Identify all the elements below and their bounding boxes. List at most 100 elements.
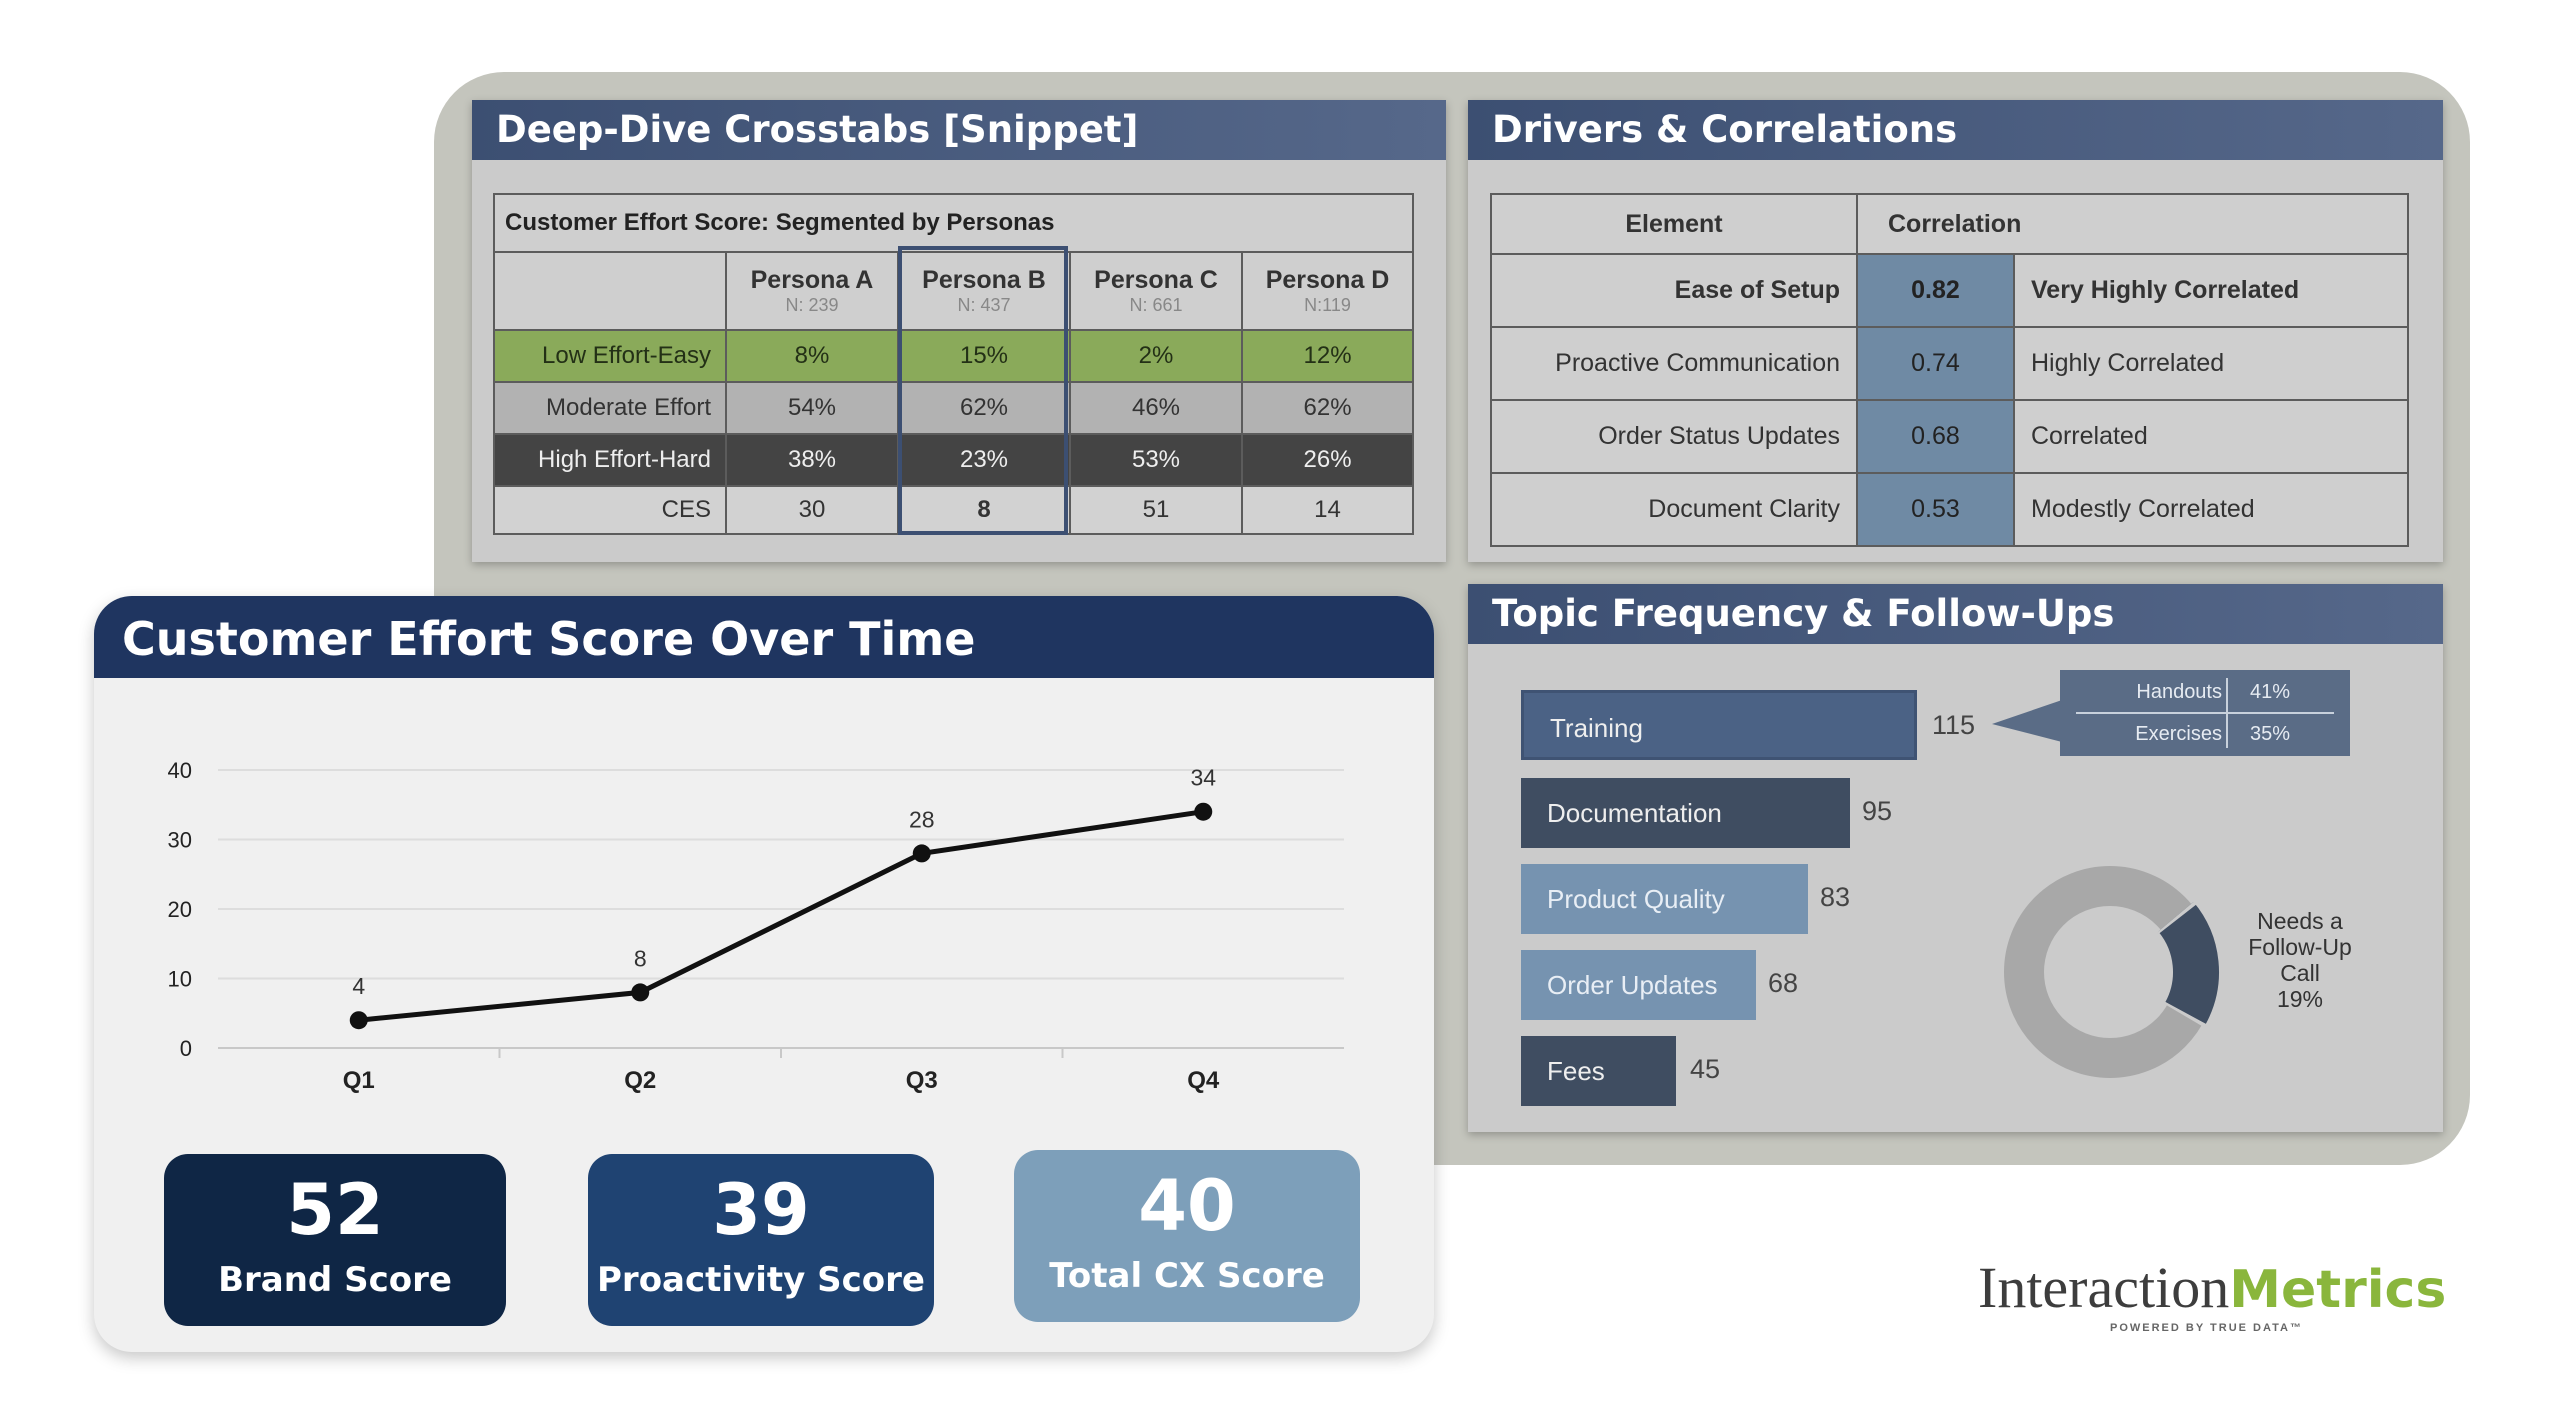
data-point [349, 1011, 368, 1030]
topic-bar-label: Documentation [1547, 798, 1722, 828]
callout-value: 35% [2250, 723, 2291, 745]
total-cx-score-tile: 40 Total CX Score [1014, 1150, 1360, 1322]
data-label: 8 [634, 945, 647, 971]
logo-part1: Interaction [1978, 1255, 2230, 1320]
donut-remainder [2004, 866, 2216, 1078]
correlation-label: Correlated [2012, 399, 2410, 474]
row-label: Moderate Effort [493, 381, 727, 435]
tile-label: Proactivity Score [597, 1260, 925, 1300]
element-name: Ease of Setup [1490, 253, 1858, 328]
callout-key: Handouts [2136, 681, 2222, 703]
column-header-correlation: Correlation [1855, 193, 2410, 255]
follow-up-donut [1999, 861, 2221, 1083]
topic-bar-label: Order Updates [1547, 970, 1718, 1000]
donut-percent: 19% [2276, 986, 2324, 1012]
persona-name: Persona B [922, 266, 1046, 294]
table-row: Order Status Updates 0.68 Correlated [1490, 399, 2410, 474]
persona-header: Persona D N:119 [1240, 251, 1415, 331]
series-line [358, 809, 1204, 1023]
brand-score-tile: 52 Brand Score [164, 1154, 506, 1326]
table-cell: 62% [1240, 381, 1415, 435]
x-tick-label: Q1 [343, 1067, 375, 1094]
table-cell: 54% [725, 381, 899, 435]
logo-tagline: POWERED BY TRUE DATA™ [2110, 1322, 2303, 1334]
topic-bar: Product Quality [1521, 864, 1808, 934]
tile-value: 40 [1138, 1165, 1236, 1247]
card-title: Customer Effort Score Over Time [94, 596, 1434, 678]
data-label: 34 [1190, 765, 1216, 791]
logo-wordmark: InteractionMetrics [1978, 1255, 2446, 1321]
table-cell: 23% [897, 433, 1071, 487]
persona-crosstab-table: Customer Effort Score: Segmented by Pers… [492, 193, 1415, 535]
y-tick-label: 10 [168, 967, 192, 992]
table-cell: 38% [725, 433, 899, 487]
y-tick-label: 20 [168, 897, 192, 922]
data-point [1194, 802, 1213, 821]
topic-bar-value: 115 [1932, 710, 1976, 740]
table-cell: 46% [1069, 381, 1243, 435]
persona-n: N:119 [1304, 295, 1351, 315]
correlation-table: Element Correlation Ease of Setup 0.82 V… [1490, 193, 2410, 547]
table-row: Document Clarity 0.53 Modestly Correlate… [1490, 472, 2410, 547]
persona-header: Persona C N: 661 [1069, 251, 1243, 331]
table-cell: 51 [1069, 485, 1243, 535]
table-cell: 62% [897, 381, 1071, 435]
topic-bar-label: Fees [1547, 1056, 1605, 1086]
training-breakdown-callout: Handouts 41% Exercises 35% [2060, 670, 2350, 756]
table-cell: 30 [725, 485, 899, 535]
topic-bar-label: Product Quality [1547, 884, 1725, 914]
persona-n: N: 661 [1129, 295, 1183, 315]
topic-bar: Fees [1521, 1036, 1676, 1106]
table-cell: 26% [1240, 433, 1415, 487]
x-tick-label: Q2 [624, 1067, 656, 1094]
table-cell: 14 [1240, 485, 1415, 535]
logo-part2: Metrics [2229, 1260, 2447, 1320]
y-tick-label: 30 [168, 828, 192, 853]
table-row: High Effort-Hard 38% 23% 53% 26% [493, 433, 1415, 487]
tile-value: 52 [286, 1169, 384, 1251]
data-point [912, 844, 931, 863]
drivers-header: Drivers & Correlations [1468, 100, 2443, 160]
persona-n: N: 239 [785, 295, 839, 315]
donut-label-line: Call [2280, 960, 2320, 986]
data-label: 4 [352, 973, 365, 999]
donut-label: Needs a Follow-Up Call 19% [2220, 908, 2380, 1012]
correlation-value: 0.82 [1856, 253, 2015, 328]
persona-name: Persona D [1265, 266, 1390, 294]
topic-bar-value: 68 [1768, 968, 1799, 998]
topic-bar-label: Training [1550, 713, 1643, 743]
persona-n: N: 437 [957, 295, 1011, 315]
correlation-value: 0.68 [1856, 399, 2015, 474]
correlation-label: Modestly Correlated [2012, 472, 2410, 547]
ces-line-chart: 0 10 20 30 40 Q1 Q2 Q3 Q4 4 8 28 34 [168, 758, 1344, 1094]
table-row: Ease of Setup 0.82 Very Highly Correlate… [1490, 253, 2410, 328]
x-tick-label: Q4 [1187, 1067, 1220, 1094]
topic-bar: Training [1521, 690, 1917, 760]
element-name: Proactive Communication [1490, 326, 1858, 401]
callout-key: Exercises [2135, 723, 2222, 745]
table-row: Low Effort-Easy 8% 15% 2% 12% [493, 329, 1415, 383]
ces-over-time-card: Customer Effort Score Over Time 0 10 20 30 4… [94, 596, 1434, 1352]
persona-name: Persona C [1094, 266, 1218, 294]
donut-label-line: Needs a [2257, 908, 2343, 934]
correlation-value: 0.53 [1856, 472, 2015, 547]
callout-value: 41% [2250, 681, 2291, 703]
column-header-element: Element [1490, 193, 1858, 255]
row-label: High Effort-Hard [493, 433, 727, 487]
data-label: 28 [909, 806, 935, 832]
correlation-value: 0.74 [1856, 326, 2015, 401]
element-name: Order Status Updates [1490, 399, 1858, 474]
row-label: CES [493, 485, 727, 535]
topic-bar-value: 45 [1690, 1054, 1721, 1084]
callout-row: Handouts 41% [2060, 674, 2350, 710]
callout-divider [2076, 712, 2334, 714]
donut-separator [1999, 861, 2221, 1083]
element-name: Document Clarity [1490, 472, 1858, 547]
topic-bar: Order Updates [1521, 950, 1756, 1020]
tile-value: 39 [712, 1169, 810, 1251]
table-cell: 8% [725, 329, 899, 383]
crosstabs-header: Deep-Dive Crosstabs [Snippet] [472, 100, 1446, 160]
persona-header: Persona B N: 437 [897, 251, 1071, 331]
callout-row: Exercises 35% [2060, 716, 2350, 752]
crosstab-title: Customer Effort Score: Segmented by Pers… [492, 193, 1415, 253]
